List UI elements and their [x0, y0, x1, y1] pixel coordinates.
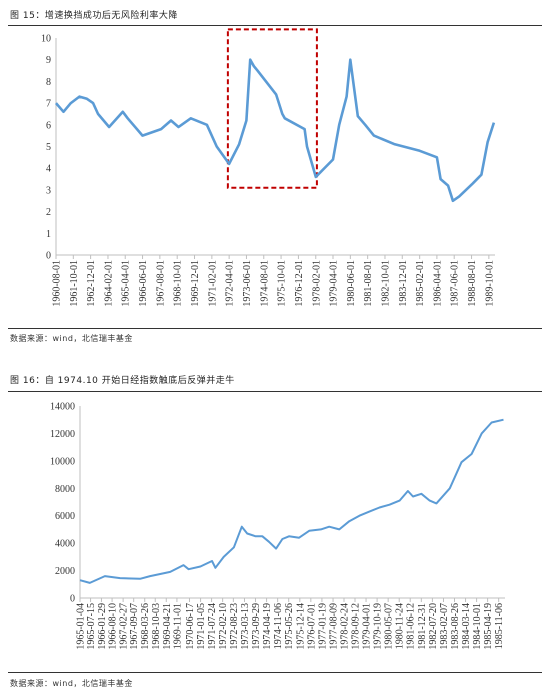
- rate-x-tick-label: 1987-06-01: [450, 260, 461, 307]
- nikkei-x-tick-label: 1982-07-20: [428, 603, 439, 650]
- rate-x-tick-label: 1960-08-01: [52, 260, 63, 307]
- rate-highlight-box: [226, 28, 318, 189]
- rate-x-tick-label: 1988-08-01: [467, 260, 478, 307]
- nikkei-x-tick-label: 1965-01-04: [76, 603, 87, 650]
- rate-y-tick-label: 7: [46, 99, 51, 110]
- rate-x-tick-label: 1975-10-01: [277, 260, 288, 307]
- rate-x-tick-label: 1962-12-01: [86, 260, 97, 307]
- rate-series-line: [55, 58, 496, 203]
- rate-x-tick-label: 1979-04-01: [328, 260, 339, 307]
- nikkei-x-tick-label: 1975-05-26: [284, 603, 295, 650]
- rate-y-tick-label: 10: [41, 34, 51, 45]
- nikkei-x-tick-label: 1973-03-13: [240, 603, 251, 650]
- rate-y-tick-label: 6: [46, 120, 51, 131]
- rate-x-tick-label: 1985-02-01: [415, 260, 426, 307]
- figure2-caption: 图 16：自 1974.10 开始日经指数触底后反弹并走牛: [10, 376, 235, 386]
- rate-x-tick-label: 1982-10-01: [380, 260, 391, 307]
- rate-x-tick-label: 1972-04-01: [225, 260, 236, 307]
- nikkei-x-tick-label: 1985-04-19: [483, 603, 494, 650]
- rate-x-tick-label: 1973-06-01: [242, 260, 253, 307]
- nikkei-x-tick-label: 1976-07-01: [306, 603, 317, 650]
- nikkei-x-tick-label: 1967-02-27: [119, 603, 130, 650]
- nikkei-y-tick-label: 14000: [50, 402, 75, 413]
- rate-y-tick-label: 9: [46, 55, 51, 66]
- nikkei-x-tick-label: 1969-11-01: [172, 603, 183, 649]
- rate-x-tick-label: 1980-06-01: [346, 260, 357, 307]
- rate-x-tick-label: 1969-12-01: [190, 260, 201, 307]
- nikkei-y-tick-label: 6000: [55, 511, 75, 522]
- rate-x-tick-label: 1978-02-01: [311, 260, 322, 307]
- nikkei-x-tick-label: 1967-09-07: [129, 603, 140, 650]
- rate-chart: 0 1 2 3 4 5 6 7 8 9 10 1960-08-01 1961-10-01 1962-12-…: [41, 28, 496, 307]
- rate-y-tick-label: 1: [46, 229, 51, 240]
- nikkei-x-tick-label: 1978-02-24: [339, 603, 350, 650]
- rate-x-tick-label: 1961-10-01: [69, 260, 80, 307]
- rate-x-tick-label: 1983-12-01: [398, 260, 409, 307]
- nikkei-x-tick-label: 1966-08-10: [108, 603, 119, 650]
- nikkei-x-tick-label: 1985-11-06: [494, 603, 505, 649]
- nikkei-y-tick-label: 8000: [55, 484, 75, 495]
- nikkei-x-tick-label: 1965-07-15: [86, 603, 97, 650]
- rate-x-tick-label: 1967-08-01: [155, 260, 166, 307]
- rate-x-tick-label: 1966-06-01: [138, 260, 149, 307]
- nikkei-y-tick-label: 12000: [50, 429, 75, 440]
- rate-y-tick-label: 3: [46, 185, 51, 196]
- figure1-bottom-rule: [8, 328, 542, 329]
- nikkei-y-tick-label: 2000: [55, 566, 75, 577]
- nikkei-x-tick-label: 1983-08-26: [450, 603, 461, 650]
- nikkei-x-tick-label: 1978-09-12: [350, 603, 361, 650]
- rate-x-tick-label: 1968-10-01: [173, 260, 184, 307]
- nikkei-x-tick-label: 1983-02-07: [439, 603, 450, 650]
- nikkei-x-tick-label: 1969-04-21: [162, 603, 173, 650]
- nikkei-x-tick-label: 1977-01-19: [317, 603, 328, 650]
- nikkei-x-tick-label: 1971-01-05: [196, 603, 207, 650]
- figure1-source: 数据来源：wind，北信瑞丰基金: [10, 334, 133, 343]
- nikkei-y-tick-label: 0: [70, 594, 75, 605]
- rate-y-tick-label: 5: [46, 142, 51, 153]
- rate-y-tick-label: 2: [46, 207, 51, 218]
- nikkei-x-tick-label: 1971-07-24: [207, 603, 218, 650]
- rate-y-tick-label: 8: [46, 77, 51, 88]
- nikkei-x-tick-label: 1977-08-09: [329, 603, 340, 650]
- figure2-source: 数据来源：wind，北信瑞丰基金: [10, 679, 133, 688]
- figure1-top-rule: [8, 25, 542, 26]
- nikkei-series-line: [79, 418, 504, 584]
- nikkei-x-tick-label: 1984-03-14: [461, 603, 472, 650]
- nikkei-x-tick-label: 1981-06-12: [406, 603, 417, 650]
- rate-x-tick-label: 1989-10-01: [484, 260, 495, 307]
- figure2-bottom-rule: [8, 672, 542, 673]
- nikkei-x-tick-label: 1974-04-19: [262, 603, 273, 650]
- nikkei-x-tick-label: 1968-10-03: [151, 603, 162, 650]
- nikkei-x-tick-label: 1979-04-01: [362, 603, 373, 650]
- nikkei-x-tick-label: 1980-05-07: [384, 603, 395, 650]
- rate-x-tick-label: 1965-04-01: [121, 260, 132, 307]
- nikkei-x-tick-label: 1980-11-24: [395, 603, 406, 649]
- nikkei-x-tick-label: 1975-12-14: [295, 603, 306, 650]
- figure2-top-rule: [8, 391, 542, 392]
- rate-x-tick-label: 1986-04-01: [432, 260, 443, 307]
- rate-x-tick-label: 1971-02-01: [207, 260, 218, 307]
- rate-x-tick-label: 1974-08-01: [259, 260, 270, 307]
- nikkei-x-tick-label: 1973-09-29: [251, 603, 262, 650]
- nikkei-x-tick-label: 1972-02-10: [218, 603, 229, 650]
- nikkei-chart: 0 2000 4000 6000 8000 10000 12000 14000 1965-01-…: [50, 402, 505, 650]
- nikkei-x-tick-label: 1968-03-26: [140, 603, 151, 650]
- figure1-caption: 图 15：增速换挡成功后无风险利率大降: [10, 11, 178, 21]
- rate-x-tick-label: 1976-12-01: [294, 260, 305, 307]
- nikkei-x-tick-label: 1966-01-29: [97, 603, 108, 650]
- nikkei-x-tick-label: 1984-10-01: [472, 603, 483, 650]
- nikkei-x-tick-label: 1979-10-19: [373, 603, 384, 650]
- nikkei-x-tick-label: 1981-12-31: [417, 603, 428, 650]
- rate-x-tick-label: 1964-02-01: [103, 260, 114, 307]
- nikkei-y-tick-label: 10000: [50, 456, 75, 467]
- nikkei-x-tick-label: 1974-11-06: [273, 603, 284, 649]
- rate-x-tick-label: 1981-08-01: [363, 260, 374, 307]
- rate-y-tick-label: 0: [46, 251, 51, 262]
- nikkei-y-tick-label: 4000: [55, 539, 75, 550]
- nikkei-x-tick-label: 1972-08-23: [229, 603, 240, 650]
- nikkei-x-tick-label: 1970-06-17: [185, 603, 196, 650]
- rate-y-tick-label: 4: [46, 164, 51, 175]
